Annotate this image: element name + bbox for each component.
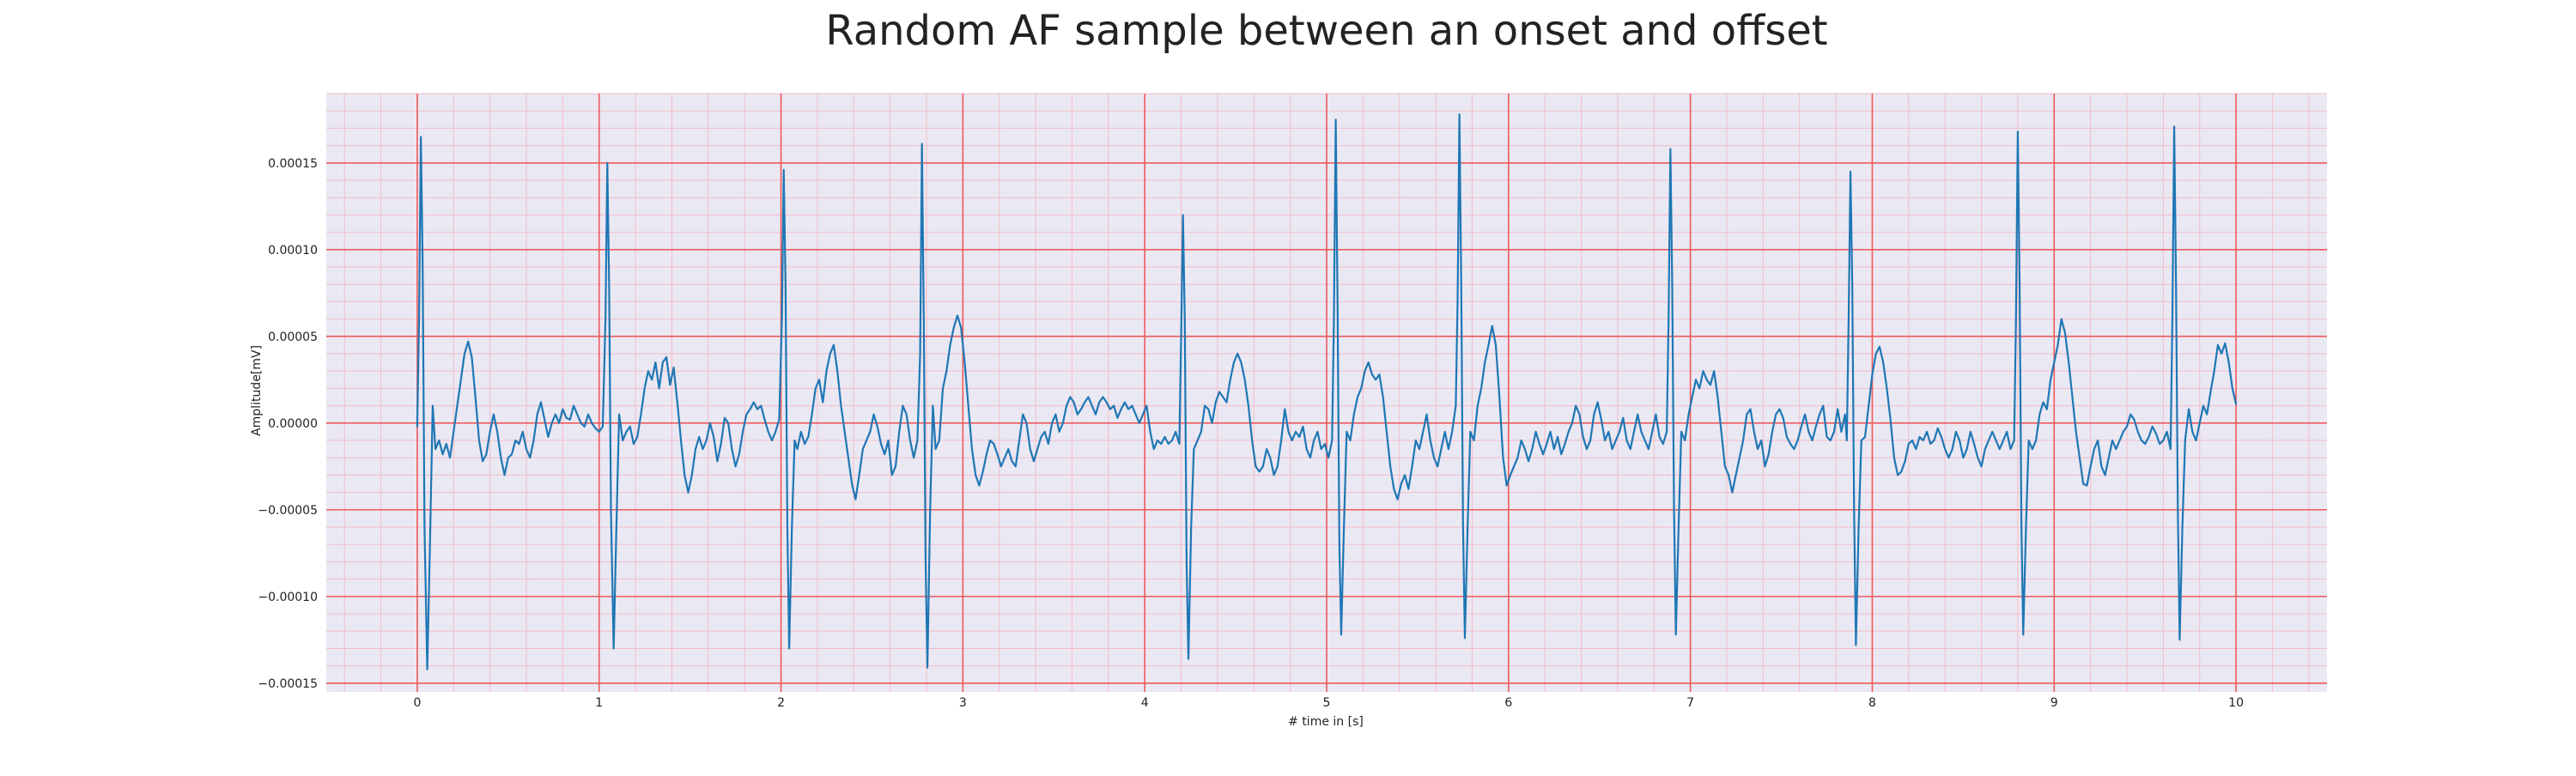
x-tick-label: 8: [1868, 696, 1876, 710]
y-tick-label: −0.00010: [258, 591, 318, 604]
x-tick-label: 6: [1504, 696, 1512, 710]
x-tick-label: 4: [1141, 696, 1149, 710]
x-tick-label: 1: [595, 696, 603, 710]
x-tick-label: 5: [1323, 696, 1331, 710]
chart-title: Random AF sample between an onset and of…: [825, 7, 1827, 55]
x-tick-label: 0: [413, 696, 421, 710]
y-tick-label: 0.00000: [268, 417, 318, 431]
y-tick-label: 0.00015: [268, 157, 318, 171]
y-tick-label: −0.00005: [258, 504, 318, 518]
x-tick-label: 2: [777, 696, 785, 710]
plot-area: 0 1 2 3 4 5 6 7 8 9 10 −0.00015 −0.00010 −0.00005 0.00…: [258, 93, 2327, 710]
x-tick-label: 10: [2228, 696, 2244, 710]
signal-line: [416, 113, 2238, 670]
y-axis-label: Amplitude[mV]: [250, 345, 264, 436]
y-tick-label: 0.00005: [268, 330, 318, 344]
x-tick-label: 7: [1686, 696, 1694, 710]
y-tick-label: 0.00010: [268, 244, 318, 258]
x-tick-label: 9: [2050, 696, 2058, 710]
y-tick-label: −0.00015: [258, 677, 318, 691]
x-axis-label: # time in [s]: [1288, 715, 1364, 729]
x-tick-label: 3: [959, 696, 967, 710]
